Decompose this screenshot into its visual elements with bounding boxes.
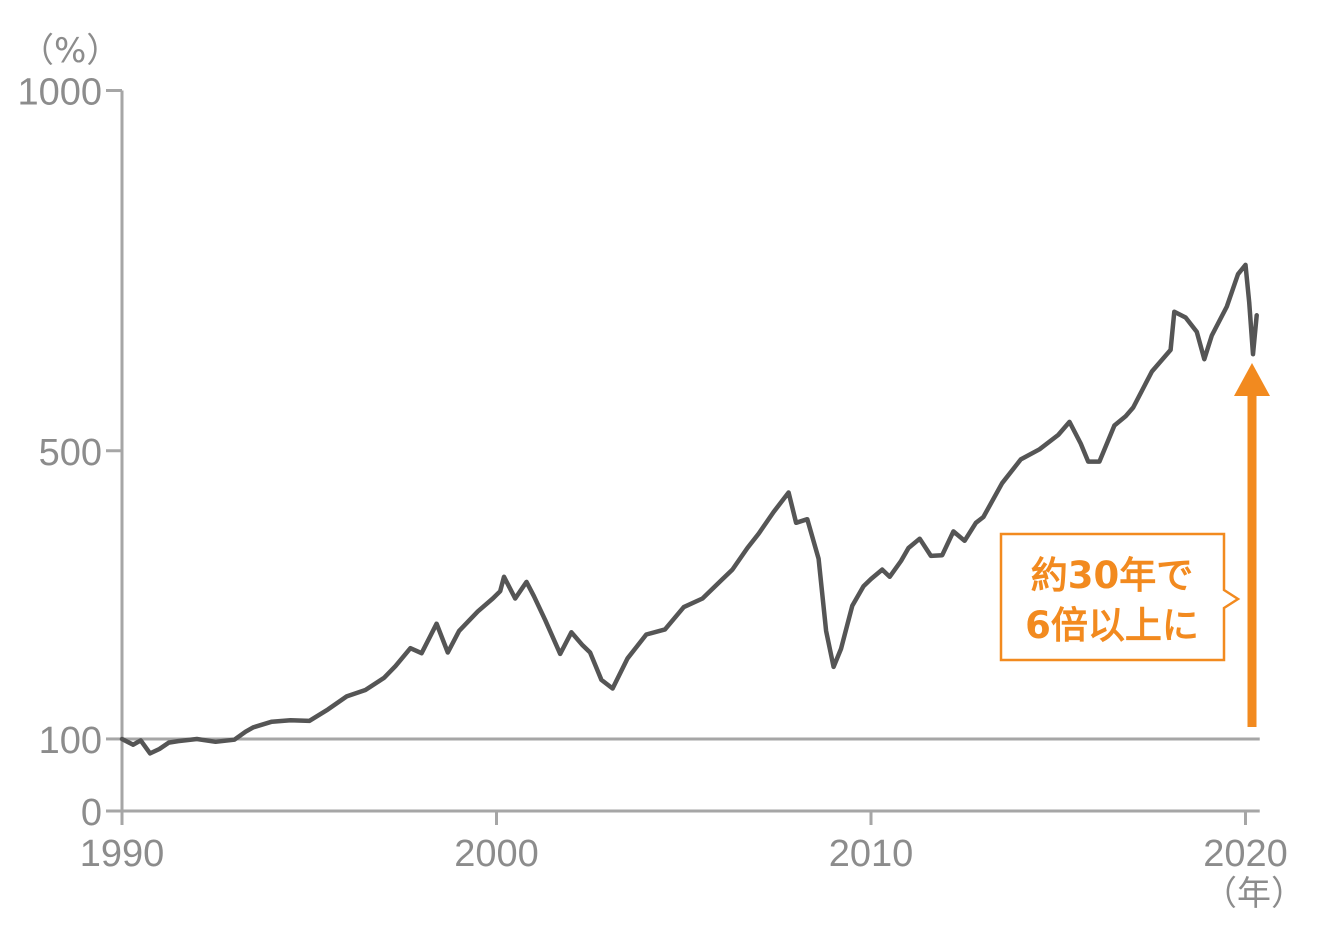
y-tick-label: 1000: [17, 72, 102, 114]
series-line: [119, 262, 1259, 756]
callout-line-1: 約30年で: [1031, 554, 1194, 597]
callout-line-2: 6倍以上に: [1025, 604, 1199, 647]
axis-ticks: 0 100 500 1000 1990 2000 2010 2020: [17, 72, 1287, 876]
y-unit-label: （%）: [20, 31, 120, 71]
annotation-callout: 約30年で 6倍以上に: [999, 532, 1241, 662]
x-unit-label: （年）: [1203, 874, 1305, 914]
x-tick-label: 2010: [829, 833, 914, 875]
y-tick-label: 0: [81, 792, 102, 834]
x-tick-label: 1990: [80, 833, 165, 875]
x-tick-label: 2020: [1203, 833, 1288, 875]
growth-arrow: [1234, 363, 1270, 727]
y-tick-label: 100: [39, 720, 102, 762]
y-tick-label: 500: [39, 432, 102, 474]
x-tick-label: 2000: [454, 833, 539, 875]
callout-box: [999, 532, 1241, 662]
